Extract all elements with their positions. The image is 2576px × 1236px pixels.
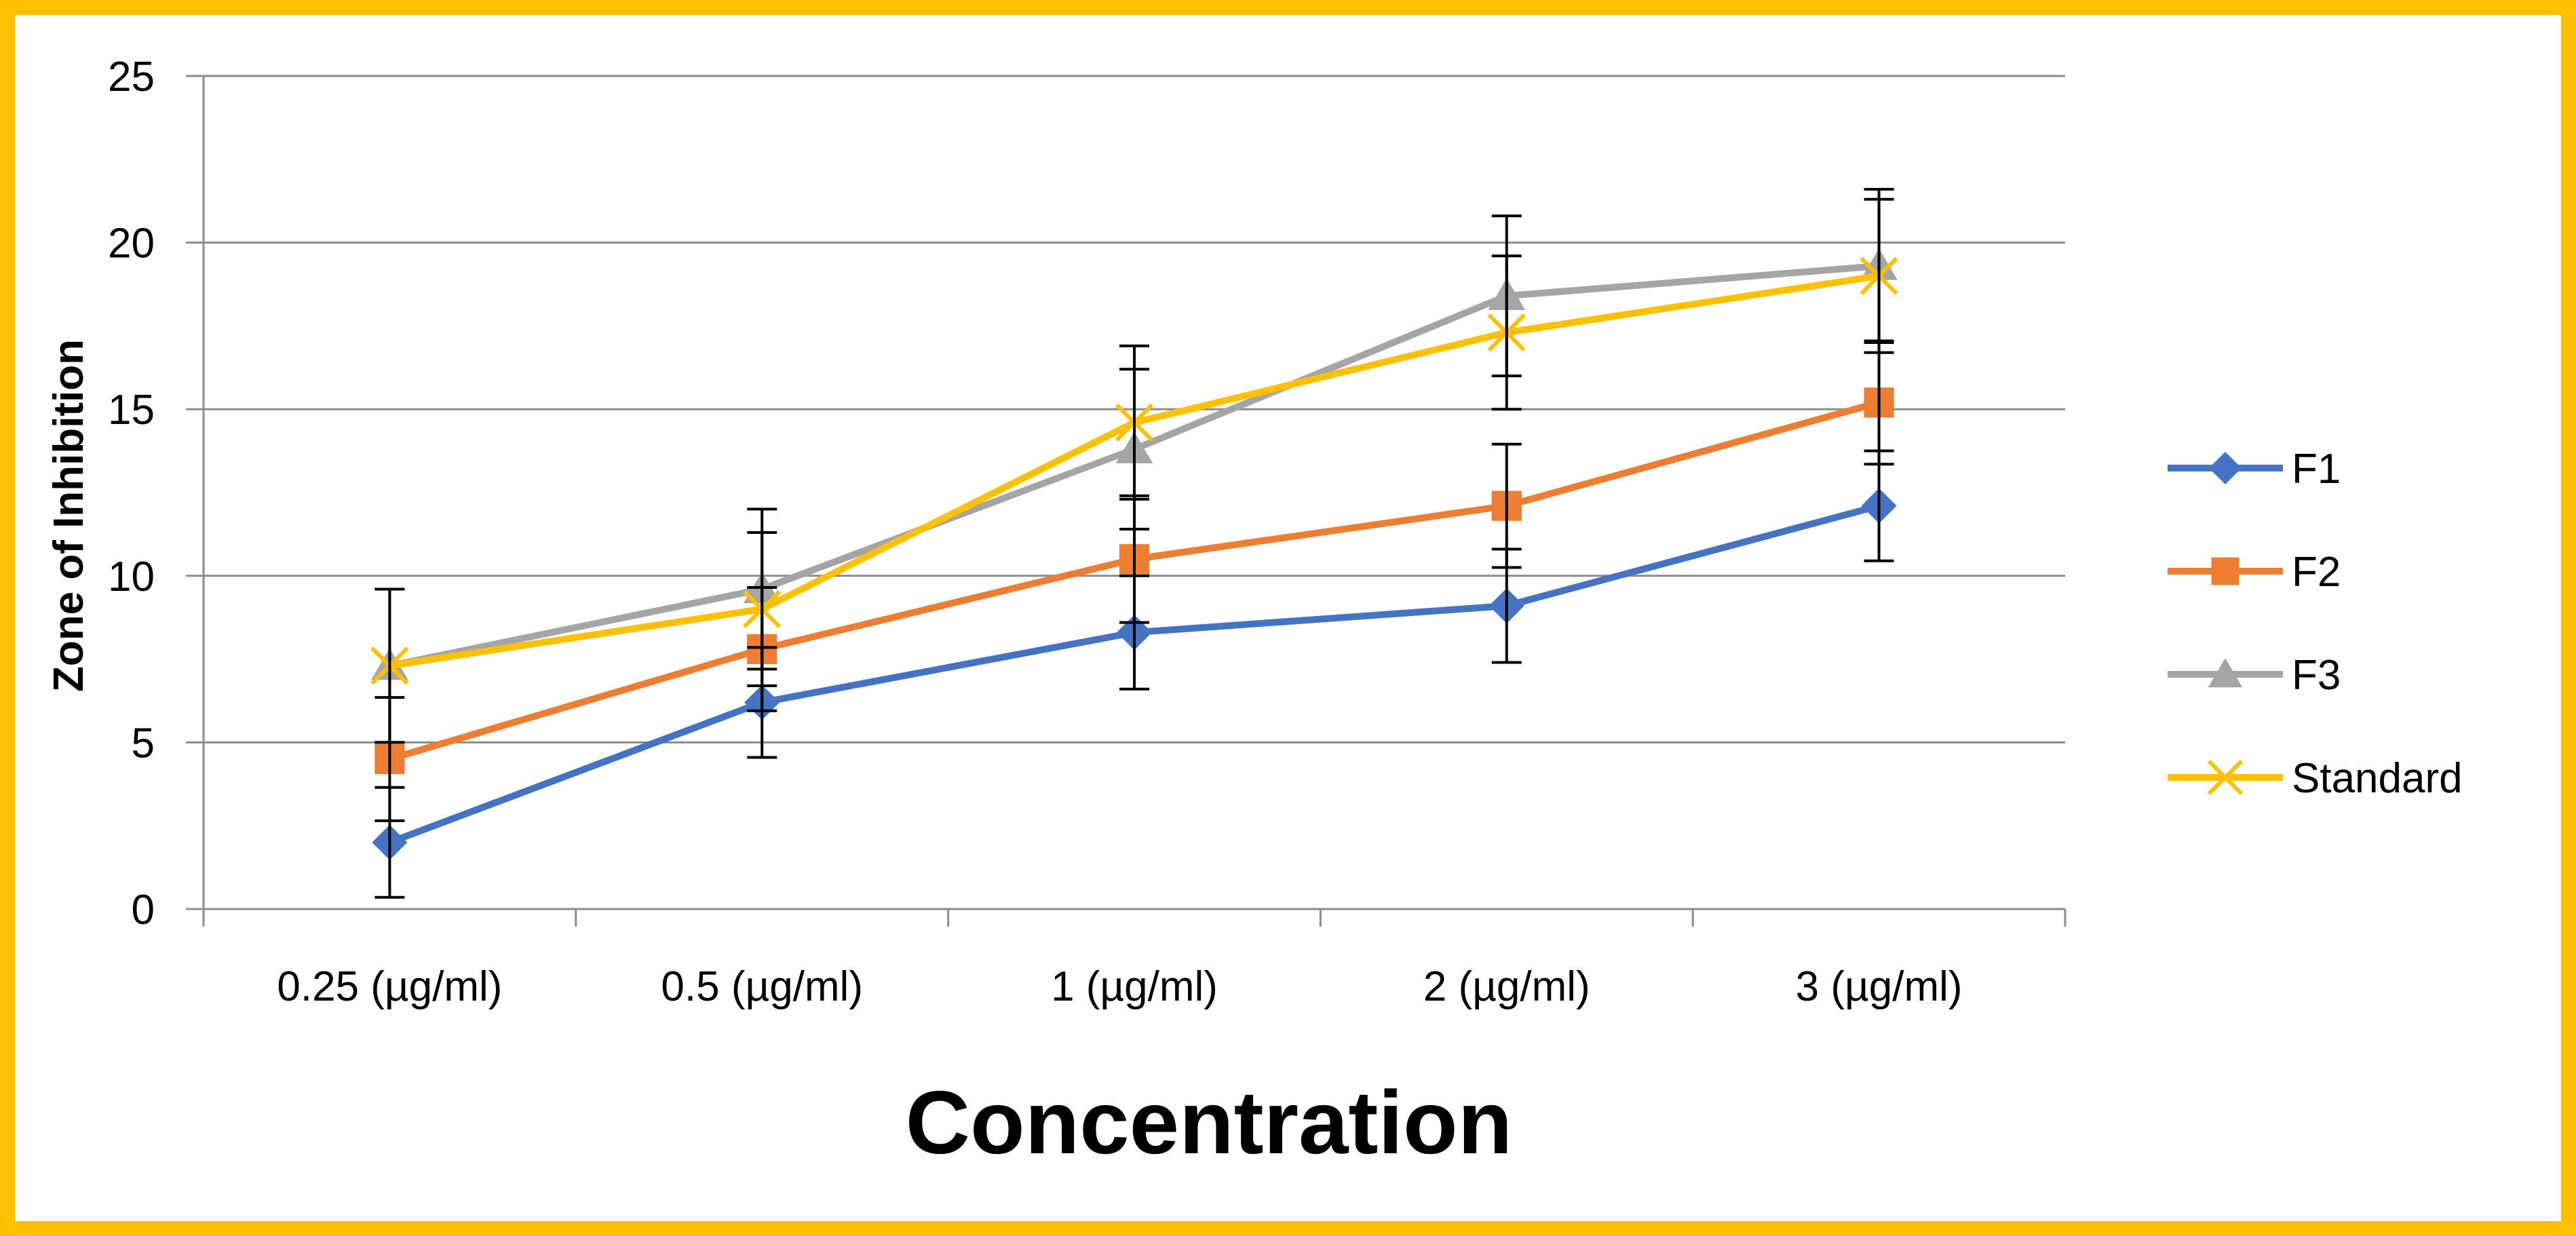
legend-label: F3 [2292,652,2341,699]
x-tick-label: 0.25 (µg/ml) [277,963,502,1010]
x-marker-stroke [2207,759,2244,796]
legend-item-f2: F2 [2168,549,2341,596]
axes: 0 5 10 15 20 25 0.25 (µg/ml) 0.5 (µg/ml) 1 (µg/m… [108,54,2066,1010]
legend-item-f1: F1 [2168,446,2341,493]
legend-label: F1 [2292,446,2341,493]
x-axis-title: Concentration [906,1073,1513,1172]
data-point-x [2207,759,2244,796]
y-tick-label: 25 [108,54,155,100]
y-axis-title: Zone of Inhibition [45,339,92,692]
legend-label: F2 [2292,549,2341,596]
x-tick-label: 1 (µg/ml) [1051,963,1218,1010]
y-tick-label: 20 [108,220,155,267]
x-tick-label: 0.5 (µg/ml) [661,963,863,1010]
data-point-square [2211,557,2239,585]
y-tick-label: 0 [132,887,155,933]
error-bars-standard [374,197,1894,744]
legend-label: Standard [2292,755,2463,802]
series [370,188,1898,899]
legend: F1 F2 F3 Standard [2168,446,2463,802]
legend-item-standard: Standard [2168,755,2463,802]
data-point-triangle [2208,658,2243,688]
y-tick-label: 15 [108,387,155,433]
y-tick-label: 5 [132,720,155,767]
data-point-diamond [2209,452,2242,484]
x-tick-label: 3 (µg/ml) [1796,963,1963,1010]
x-tick-label: 2 (µg/ml) [1423,963,1590,1010]
y-tick-label: 10 [108,554,155,600]
legend-item-f3: F3 [2168,652,2341,699]
